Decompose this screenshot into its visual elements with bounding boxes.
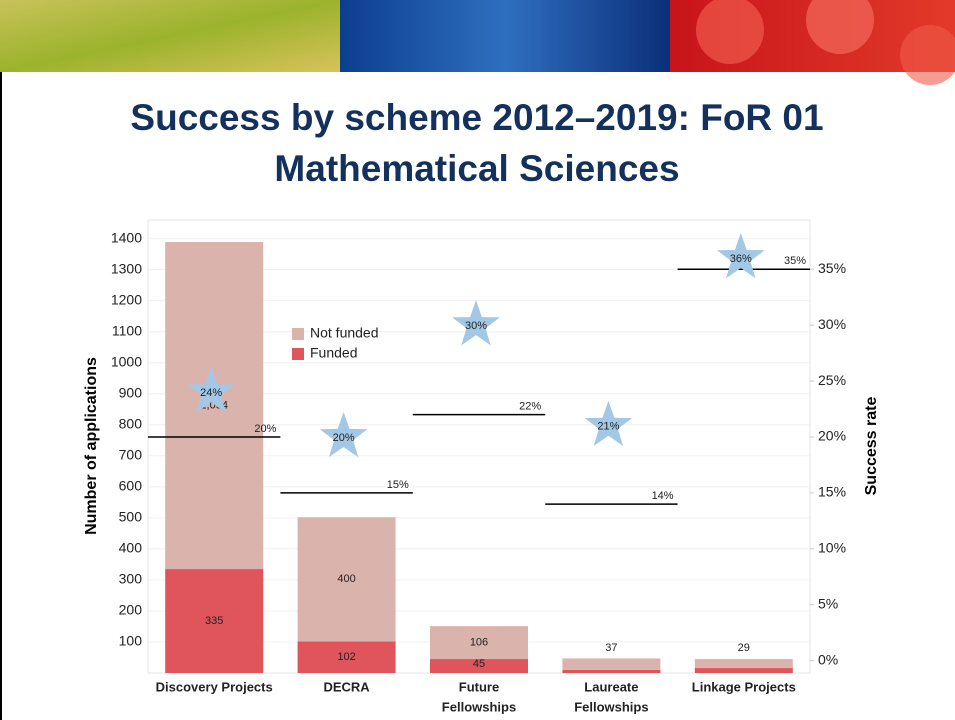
title: Mathematical Sciences <box>274 148 679 189</box>
star-label: 20% <box>333 432 355 444</box>
x-tick-label: Laureate <box>584 679 638 694</box>
y-tick-label: 1100 <box>112 322 142 338</box>
legend-swatch <box>292 328 304 340</box>
data-label: 29 <box>738 642 750 654</box>
reference-label: 22% <box>519 401 541 413</box>
data-label: 106 <box>470 636 488 648</box>
x-tick-label: Discovery Projects <box>156 679 273 694</box>
reference-label: 20% <box>254 423 276 435</box>
bar-segment <box>562 658 660 669</box>
y-tick-label: 300 <box>119 571 143 587</box>
y-tick-label: 500 <box>119 509 143 525</box>
legend-swatch <box>292 348 304 360</box>
y2-tick-label: 20% <box>818 428 846 444</box>
reference-label: 15% <box>387 479 409 491</box>
y2-tick-label: 30% <box>818 316 846 332</box>
reference-label: 14% <box>652 490 674 502</box>
bar-segment <box>562 670 660 673</box>
title: Success by scheme 2012–2019: FoR 01 <box>130 97 823 138</box>
data-label: 37 <box>605 642 617 654</box>
x-tick-label: Fellowships <box>442 699 516 714</box>
data-label: 400 <box>337 573 355 585</box>
data-label: 45 <box>473 658 485 670</box>
data-label: 102 <box>337 651 355 663</box>
x-tick-label: Future <box>459 679 499 694</box>
y2-tick-label: 35% <box>818 260 846 276</box>
bar-segment <box>695 659 793 668</box>
y2-axis-label: Success rate <box>863 397 880 496</box>
banner <box>0 0 955 85</box>
legend-label: Funded <box>310 345 357 361</box>
reference-label: 35% <box>784 255 806 267</box>
star-label: 24% <box>200 387 222 399</box>
y-tick-label: 900 <box>119 384 143 400</box>
y-tick-label: 800 <box>119 415 143 431</box>
y2-tick-label: 25% <box>818 372 846 388</box>
star-label: 21% <box>597 421 619 433</box>
legend-label: Not funded <box>310 325 379 341</box>
x-tick-label: Fellowships <box>574 699 648 714</box>
y-tick-label: 400 <box>119 540 143 556</box>
star-label: 36% <box>730 253 752 265</box>
y-tick-label: 1300 <box>111 260 142 276</box>
y-tick-label: 100 <box>119 633 143 649</box>
x-tick-label: DECRA <box>323 679 370 694</box>
star-label: 30% <box>465 320 487 332</box>
y2-tick-label: 0% <box>818 651 838 667</box>
data-label: 335 <box>205 615 223 627</box>
y-tick-label: 700 <box>119 447 143 463</box>
y2-tick-label: 10% <box>818 540 846 556</box>
y-tick-label: 1200 <box>111 291 142 307</box>
y2-tick-label: 15% <box>818 484 846 500</box>
y-tick-label: 200 <box>119 602 143 618</box>
slide: Success by scheme 2012–2019: FoR 01 Math… <box>0 0 955 720</box>
y-axis-label: Number of applications <box>83 357 100 535</box>
y-tick-label: 1400 <box>111 229 142 245</box>
x-tick-label: Linkage Projects <box>692 679 796 694</box>
y2-tick-label: 5% <box>818 595 838 611</box>
y-tick-label: 1000 <box>111 353 142 369</box>
y-tick-label: 600 <box>119 478 143 494</box>
